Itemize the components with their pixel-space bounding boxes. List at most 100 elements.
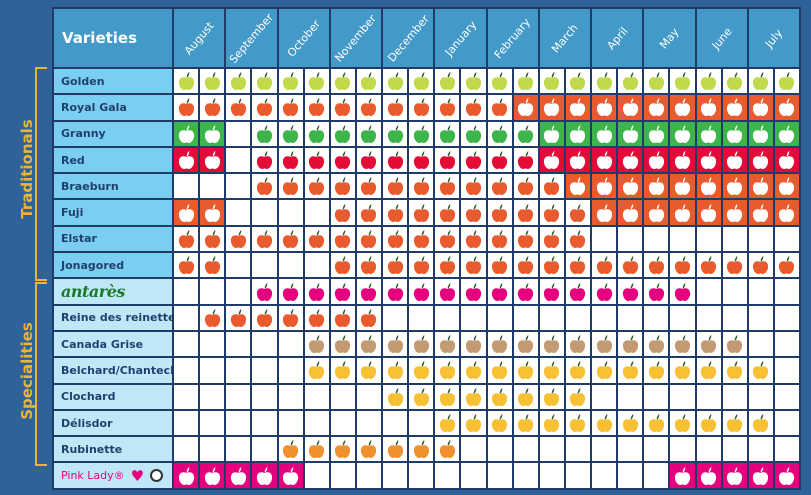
empty-cell	[513, 305, 538, 330]
apple-icon	[204, 124, 220, 143]
season-cell	[461, 410, 486, 436]
empty-cell	[226, 200, 251, 225]
season-cell	[435, 279, 460, 304]
season-cell	[435, 121, 460, 146]
season-cell	[278, 95, 303, 120]
peak-season-cell	[696, 200, 721, 225]
empty-cell	[383, 463, 408, 488]
empty-cell	[592, 463, 617, 488]
empty-cell	[383, 410, 408, 436]
apple-icon	[439, 440, 455, 459]
apple-icon	[491, 203, 508, 222]
empty-cell	[722, 384, 747, 409]
apple-icon	[387, 203, 403, 222]
apple-icon	[596, 177, 612, 196]
empty-cell	[487, 463, 512, 488]
apple-icon	[727, 335, 743, 354]
apple-icon	[622, 72, 638, 91]
apple-icon	[439, 229, 455, 248]
season-cell	[226, 305, 251, 330]
apple-icon	[256, 124, 273, 143]
empty-cell	[304, 200, 329, 225]
apple-icon	[727, 203, 743, 222]
season-cell	[539, 253, 564, 278]
season-cell	[722, 331, 747, 357]
month-label: October	[284, 16, 323, 60]
season-cell	[252, 226, 277, 252]
apple-icon	[753, 413, 769, 433]
season-cell	[565, 69, 590, 94]
empty-cell	[174, 305, 199, 330]
season-cell	[539, 200, 564, 225]
season-cell	[487, 174, 512, 199]
empty-cell	[226, 279, 251, 304]
apple-icon	[309, 335, 325, 354]
apple-icon	[700, 335, 717, 354]
apple-icon	[413, 229, 429, 248]
season-cell	[278, 279, 303, 304]
peak-season-cell	[696, 95, 721, 120]
empty-cell	[278, 200, 303, 225]
variety-name: Red	[54, 147, 172, 173]
peak-season-cell	[774, 95, 799, 120]
season-cell	[487, 331, 512, 357]
season-cell	[513, 121, 538, 146]
season-cell	[409, 121, 434, 146]
season-cell	[278, 437, 303, 462]
apple-icon	[335, 256, 351, 275]
empty-cell	[383, 305, 408, 330]
empty-cell	[513, 437, 538, 462]
season-cell	[513, 147, 538, 173]
empty-cell	[565, 305, 590, 330]
apple-icon	[256, 72, 273, 91]
apple-icon	[518, 413, 534, 433]
empty-cell	[226, 253, 251, 278]
peak-season-cell	[539, 121, 564, 146]
apple-icon	[491, 282, 508, 301]
peak-season-cell	[252, 463, 277, 488]
empty-cell	[304, 463, 329, 488]
apple-icon	[282, 72, 299, 91]
season-cell	[278, 69, 303, 94]
season-cell	[592, 331, 617, 357]
apple-icon	[361, 151, 377, 170]
month-header-december: December	[383, 9, 434, 67]
season-cell	[435, 200, 460, 225]
apple-icon	[753, 361, 769, 380]
season-cell	[409, 331, 434, 357]
season-cell	[356, 279, 381, 304]
season-cell	[330, 253, 355, 278]
apple-icon	[622, 335, 638, 354]
empty-cell	[618, 305, 643, 330]
empty-cell	[592, 226, 617, 252]
apple-icon	[544, 203, 560, 222]
season-cell	[592, 410, 617, 436]
empty-cell	[226, 358, 251, 383]
variety-label: Braeburn	[61, 179, 119, 193]
apple-icon	[387, 229, 403, 248]
apple-icon	[648, 203, 664, 222]
apple-icon	[335, 229, 351, 248]
season-cell	[513, 410, 538, 436]
apple-icon	[674, 98, 691, 117]
month-header-march: March	[539, 9, 590, 67]
season-cell	[487, 410, 512, 436]
empty-cell	[252, 437, 277, 462]
apple-icon	[544, 335, 560, 354]
season-cell	[539, 279, 564, 304]
season-cell	[383, 384, 408, 409]
apple-icon	[361, 308, 377, 327]
apple-icon	[413, 440, 429, 459]
month-label: November	[332, 11, 380, 65]
apple-icon	[439, 361, 455, 380]
variety-label: Reine des reinettes	[61, 311, 172, 325]
apple-icon	[596, 98, 612, 117]
apple-icon	[727, 466, 743, 485]
season-cell	[670, 331, 695, 357]
season-cell	[618, 69, 643, 94]
apple-icon	[413, 282, 429, 301]
empty-cell	[539, 305, 564, 330]
apple-icon	[518, 387, 534, 406]
apple-icon	[779, 203, 795, 222]
apple-icon	[465, 203, 482, 222]
